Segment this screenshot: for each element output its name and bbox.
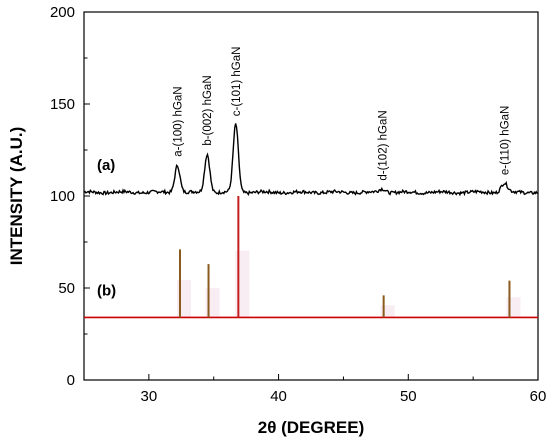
series-a-label: (a)	[97, 157, 115, 174]
series-a-line	[83, 123, 539, 197]
series-b-label: (b)	[97, 282, 116, 299]
data-group	[83, 123, 539, 319]
y-tick-label: 0	[67, 372, 75, 389]
axes-group: 30 40 50 60 0 50 100 150 200	[50, 4, 546, 405]
x-tick-label: 60	[530, 388, 547, 405]
y-axis-title: INTENSITY (A.U.)	[7, 127, 26, 266]
y-tick-label: 200	[50, 4, 75, 21]
x-tick-label: 40	[270, 388, 287, 405]
peak-label: e-(110) hGaN	[499, 106, 511, 175]
peak-label: b-(002) hGaN	[202, 75, 214, 145]
peak-label: c-(101) hGaN	[231, 47, 243, 117]
labels-group: a-(100) hGaN b-(002) hGaN c-(101) hGaN d-(1…	[97, 47, 511, 300]
y-tick-label: 50	[58, 280, 75, 297]
peak-label: d-(102) hGaN	[377, 110, 389, 180]
y-tick-label: 150	[50, 96, 75, 113]
plot-frame	[83, 11, 539, 381]
x-tick-label: 50	[400, 388, 417, 405]
y-tick-label: 100	[50, 188, 75, 205]
x-axis-title: 2θ (DEGREE)	[258, 418, 364, 437]
x-tick-label: 30	[141, 388, 158, 405]
peak-label: a-(100) hGaN	[172, 86, 184, 156]
